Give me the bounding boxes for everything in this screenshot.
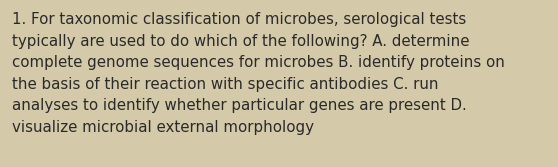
Text: 1. For taxonomic classification of microbes, serological tests
typically are use: 1. For taxonomic classification of micro… — [12, 12, 505, 135]
